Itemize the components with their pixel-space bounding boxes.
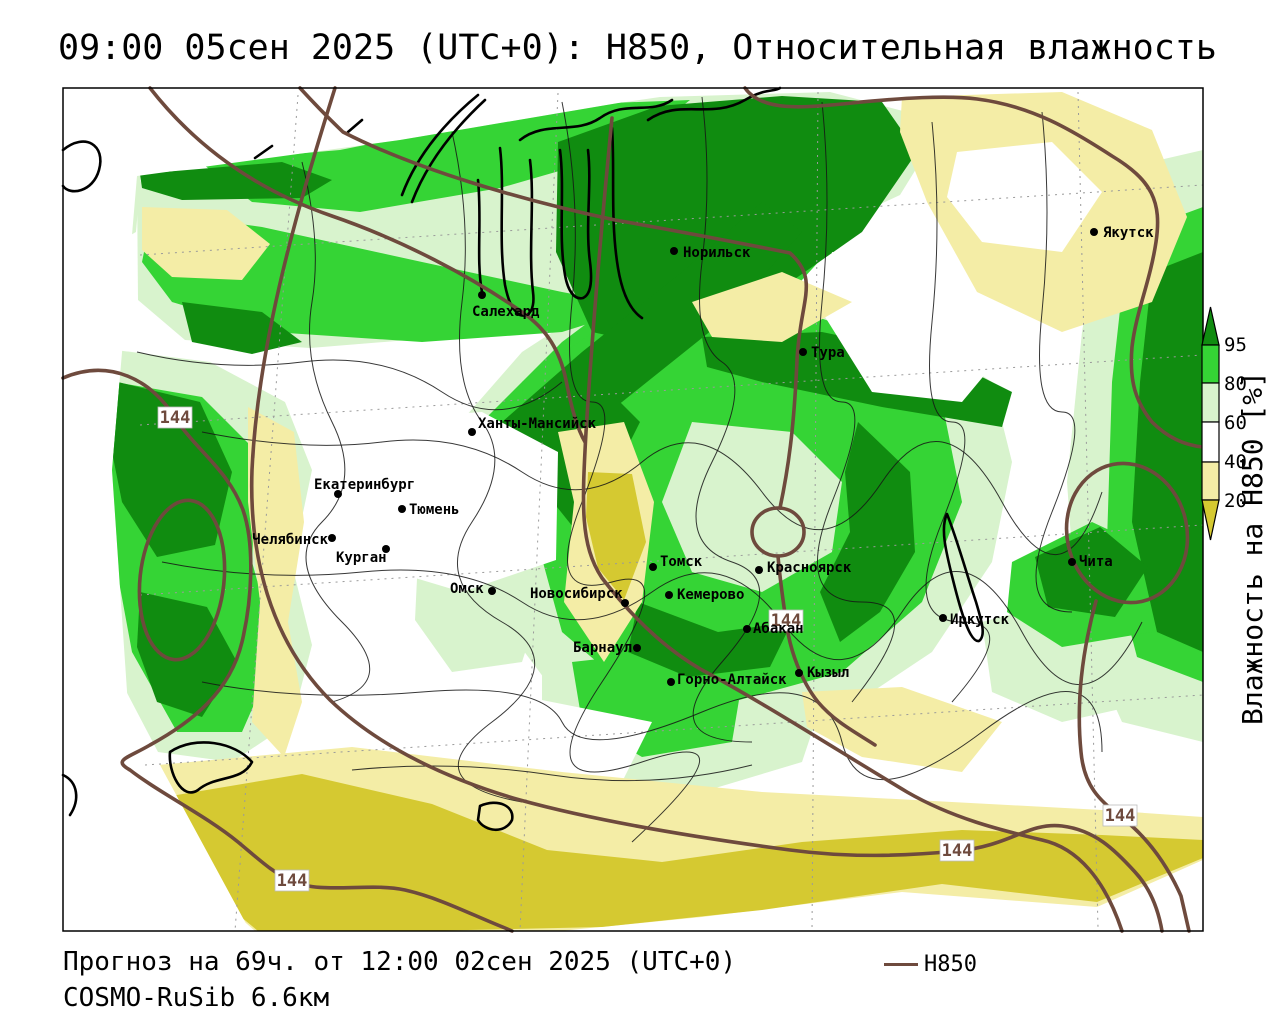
contour-label-box — [274, 869, 310, 892]
contour-legend-label: H850 — [924, 952, 977, 977]
humidity-field — [112, 92, 1203, 931]
lake-balkhash — [168, 741, 254, 794]
city-label: Якутск — [1103, 225, 1154, 241]
colorbar-tick-40: 40 — [1224, 451, 1247, 473]
city-dot — [382, 545, 390, 553]
colorbar-tick-80: 80 — [1224, 373, 1247, 395]
contour-label-box — [768, 609, 804, 632]
colorbar-tick-60: 60 — [1224, 412, 1247, 434]
city-dot — [667, 678, 675, 686]
city-label: Новосибирск — [530, 586, 623, 602]
h850-contours — [61, 86, 1205, 933]
graticule — [139, 91, 1204, 932]
region-borders — [136, 96, 1143, 843]
city-dot — [328, 534, 336, 542]
city-markers: Норильск Якутск Салехард Тура Ханты-Мансийск… — [252, 225, 1154, 688]
colorbar-tick-20: 20 — [1224, 490, 1247, 512]
model-info: COSMO-RuSib 6.6км — [63, 983, 330, 1013]
city-dot — [670, 247, 678, 255]
city-dot — [795, 669, 803, 677]
contour-label-box — [1102, 804, 1138, 827]
city-label: Кемерово — [677, 587, 744, 603]
lake-baikal — [942, 512, 985, 643]
city-label: Курган — [336, 550, 387, 566]
city-dot — [1068, 558, 1076, 566]
city-dot — [468, 428, 476, 436]
city-dot — [334, 490, 342, 498]
city-label: Тура — [811, 345, 845, 361]
city-label: Салехард — [472, 304, 540, 320]
city-dot — [743, 625, 751, 633]
contour-line-sample — [884, 963, 918, 966]
contour-label-text: 144 — [771, 611, 802, 631]
city-dot — [755, 566, 763, 574]
contour-label-text: 144 — [160, 408, 191, 428]
page-title: 09:00 05сен 2025 (UTC+0): H850, Относите… — [58, 28, 1217, 68]
city-dot — [621, 599, 629, 607]
city-label: Екатеринбург — [314, 477, 415, 493]
forecast-info: Прогноз на 69ч. от 12:00 02сен 2025 (UTC… — [63, 947, 737, 977]
city-label: Тюмень — [409, 502, 460, 518]
city-dot — [478, 291, 486, 299]
city-label: Томск — [660, 554, 703, 570]
city-label: Ханты-Мансийск — [478, 416, 597, 432]
city-dot — [649, 563, 657, 571]
contour-value-labels: 144 144 144 144 144 — [157, 406, 1138, 892]
colorbar-axis-label: Влажность на H850 [%] — [1236, 371, 1269, 725]
contour-label-text: 144 — [1105, 806, 1136, 826]
city-label: Иркутск — [950, 612, 1010, 628]
city-dot — [1090, 228, 1098, 236]
city-label: Кызыл — [807, 665, 849, 681]
contour-label-text: 144 — [277, 871, 308, 891]
city-dot — [939, 614, 947, 622]
city-dot — [488, 587, 496, 595]
contour-label-box — [939, 839, 975, 862]
city-dot — [799, 348, 807, 356]
coastlines — [61, 86, 985, 832]
city-label: Норильск — [683, 245, 751, 261]
contour-label-box — [157, 406, 193, 429]
city-label: Барнаул — [573, 640, 632, 656]
city-dot — [665, 591, 673, 599]
city-label: Челябинск — [252, 532, 328, 548]
city-dot — [398, 505, 406, 513]
colorbar-tick-95: 95 — [1224, 334, 1247, 356]
city-label: Красноярск — [767, 560, 852, 576]
city-label: Чита — [1079, 554, 1113, 570]
contour-legend: H850 — [884, 952, 977, 977]
city-label: Омск — [450, 581, 484, 597]
contour-label-text: 144 — [942, 841, 973, 861]
city-label: Горно-Алтайск — [677, 672, 787, 688]
city-dot — [633, 644, 641, 652]
humidity-colorbar: 95 80 60 40 20 Влажность на H850 [%] — [1201, 306, 1269, 725]
city-label: Абакан — [753, 621, 804, 637]
map-frame — [62, 87, 1204, 932]
